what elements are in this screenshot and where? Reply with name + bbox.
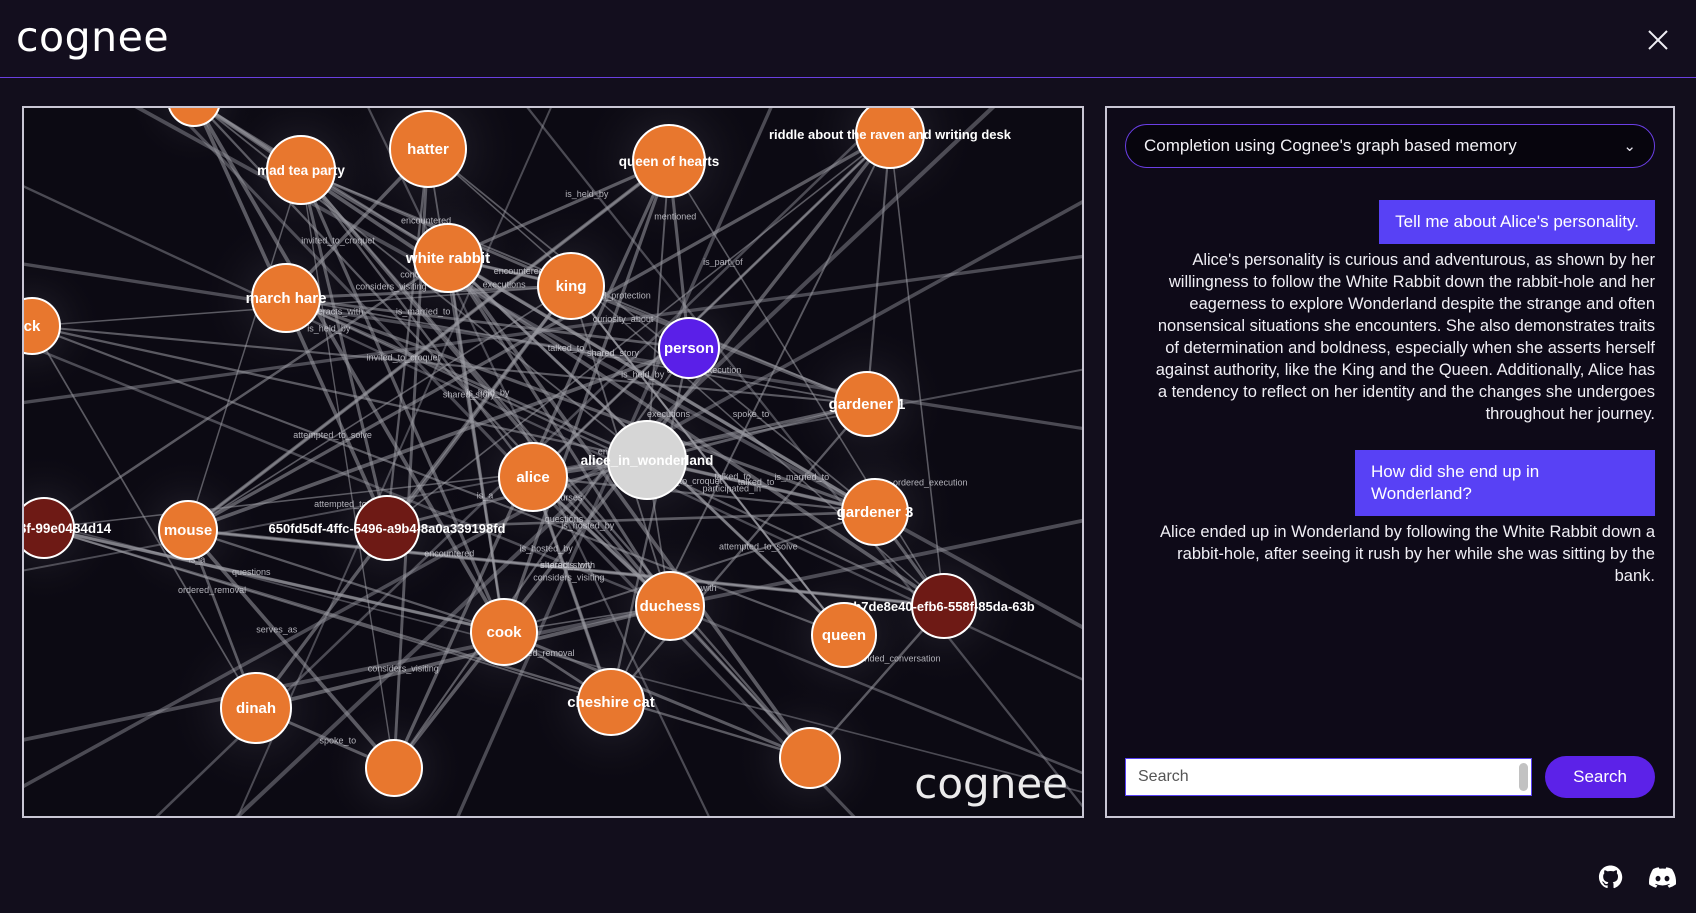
graph-canvas[interactable]: ordered_execution curiosity_about is_marri… — [24, 108, 1082, 816]
svg-text:is_a: is_a — [477, 490, 494, 500]
close-icon[interactable] — [1638, 20, 1678, 60]
svg-text:spoke_to: spoke_to — [320, 736, 357, 746]
svg-text:curiosity_about: curiosity_about — [593, 314, 654, 324]
svg-text:executions: executions — [483, 279, 527, 289]
svg-text:duchess: duchess — [640, 598, 701, 615]
svg-text:is_held_by: is_held_by — [621, 370, 665, 380]
svg-text:is_part_of: is_part_of — [703, 257, 743, 267]
svg-text:nurses: nurses — [555, 492, 583, 502]
svg-text:considers_visiting: considers_visiting — [356, 281, 427, 291]
chevron-down-icon: ⌄ — [1623, 138, 1636, 155]
svg-text:questions: questions — [232, 567, 271, 577]
svg-text:queen of hearts: queen of hearts — [619, 154, 720, 169]
svg-text:talked_to: talked_to — [548, 343, 585, 353]
svg-text:is_held_by: is_held_by — [466, 387, 510, 397]
svg-text:gardener 3: gardener 3 — [837, 504, 914, 521]
svg-text:interacts_with: interacts_with — [308, 307, 363, 317]
svg-text:is_a: is_a — [189, 555, 206, 565]
svg-text:riddle about the raven and wri: riddle about the raven and writing desk — [769, 127, 1012, 142]
svg-text:ordered_removal: ordered_removal — [507, 648, 575, 658]
svg-text:is_hosted_by: is_hosted_by — [561, 521, 615, 531]
svg-text:provided_protection: provided_protection — [572, 290, 651, 300]
svg-text:ordered_execution: ordered_execution — [893, 478, 968, 488]
github-icon[interactable] — [1598, 865, 1623, 895]
svg-text:mentioned: mentioned — [654, 212, 696, 222]
svg-text:participated_in: participated_in — [702, 484, 761, 494]
svg-text:cheshire cat: cheshire cat — [567, 694, 655, 711]
svg-text:is_held_by: is_held_by — [307, 323, 351, 333]
svg-text:encountered: encountered — [424, 548, 474, 558]
svg-text:queen: queen — [822, 627, 866, 644]
svg-text:hatter: hatter — [407, 141, 449, 158]
svg-text:shared_story: shared_story — [540, 560, 593, 570]
svg-text:mouse: mouse — [164, 522, 212, 539]
discord-icon[interactable] — [1649, 867, 1677, 893]
svg-text:interacts_with: interacts_with — [540, 560, 595, 570]
svg-text:650fd5df-4ffc-5496-a9b4-8a0a33: 650fd5df-4ffc-5496-a9b4-8a0a339198fd — [268, 521, 505, 536]
footer-links — [1598, 865, 1677, 895]
svg-text:white rabbit: white rabbit — [405, 250, 490, 267]
chat-panel: Completion using Cognee's graph based me… — [1105, 106, 1675, 818]
svg-text:provided_conversation: provided_conversation — [850, 653, 941, 663]
svg-text:alice: alice — [516, 469, 549, 486]
cognee-logo: cognee — [16, 13, 170, 61]
svg-text:ck: ck — [24, 318, 41, 335]
svg-text:talked_to: talked_to — [714, 472, 751, 482]
svg-text:is_hosted_by: is_hosted_by — [520, 543, 574, 553]
svg-text:mad tea party: mad tea party — [257, 163, 345, 178]
search-input-wrapper — [1125, 758, 1533, 796]
assistant-message: Alice ended up in Wonderland by followin… — [1160, 522, 1655, 585]
svg-text:is_married_to: is_married_to — [775, 472, 830, 482]
svg-text:ac3-aa3f-99e0484d14: ac3-aa3f-99e0484d14 — [24, 521, 112, 536]
message-list: Tell me about Alice's personality. Alice… — [1107, 168, 1673, 756]
svg-text:is_held_by: is_held_by — [565, 189, 609, 199]
svg-text:invited_to_croquet: invited_to_croquet — [301, 235, 375, 245]
svg-text:gardener 1: gardener 1 — [829, 396, 906, 413]
svg-text:encountered: encountered — [494, 266, 544, 276]
svg-text:attempted_to_solve: attempted_to_solve — [719, 542, 798, 552]
assistant-message: Alice's personality is curious and adven… — [1155, 251, 1655, 423]
search-button[interactable]: Search — [1545, 756, 1655, 798]
search-row: Search — [1107, 756, 1673, 816]
svg-text:person: person — [664, 340, 714, 357]
svg-text:considers_visiting: considers_visiting — [533, 572, 604, 582]
svg-text:alice_in_wonderland: alice_in_wonderland — [581, 453, 714, 468]
svg-text:cook: cook — [486, 624, 522, 641]
svg-text:talked_to: talked_to — [738, 477, 775, 487]
app-header: cognee — [0, 0, 1696, 78]
user-message: Tell me about Alice's personality. — [1379, 200, 1655, 245]
svg-text:attempted_to_solve: attempted_to_solve — [293, 430, 372, 440]
svg-text:encountered: encountered — [401, 216, 451, 226]
svg-text:attempted_to_solve: attempted_to_solve — [314, 499, 393, 509]
svg-text:considers_visiting: considers_visiting — [368, 664, 439, 674]
svg-text:spoke_to: spoke_to — [733, 409, 770, 419]
user-message: How did she end up in Wonderland? — [1355, 449, 1655, 516]
svg-text:is_married_to: is_married_to — [396, 306, 451, 316]
svg-text:questions: questions — [545, 514, 584, 524]
svg-text:invited_to_croquet: invited_to_croquet — [367, 353, 441, 363]
model-select-value: Completion using Cognee's graph based me… — [1144, 136, 1517, 155]
svg-text:invited_to_croquet: invited_to_croquet — [649, 476, 723, 486]
svg-text:dinah: dinah — [236, 700, 276, 717]
svg-text:executions: executions — [647, 409, 691, 419]
svg-text:shared_story: shared_story — [443, 390, 496, 400]
svg-text:b7de8e40-efb6-558f-85da-63b: b7de8e40-efb6-558f-85da-63b — [853, 599, 1034, 614]
svg-text:serves_as: serves_as — [256, 625, 298, 635]
svg-text:shared_story: shared_story — [587, 348, 640, 358]
search-input[interactable] — [1125, 758, 1533, 796]
svg-text:march hare: march hare — [246, 290, 327, 307]
knowledge-graph-panel[interactable]: ordered_execution curiosity_about is_marri… — [22, 106, 1084, 818]
svg-text:ordered_removal: ordered_removal — [178, 585, 246, 595]
svg-text:king: king — [556, 278, 587, 295]
model-select[interactable]: Completion using Cognee's graph based me… — [1125, 124, 1655, 168]
